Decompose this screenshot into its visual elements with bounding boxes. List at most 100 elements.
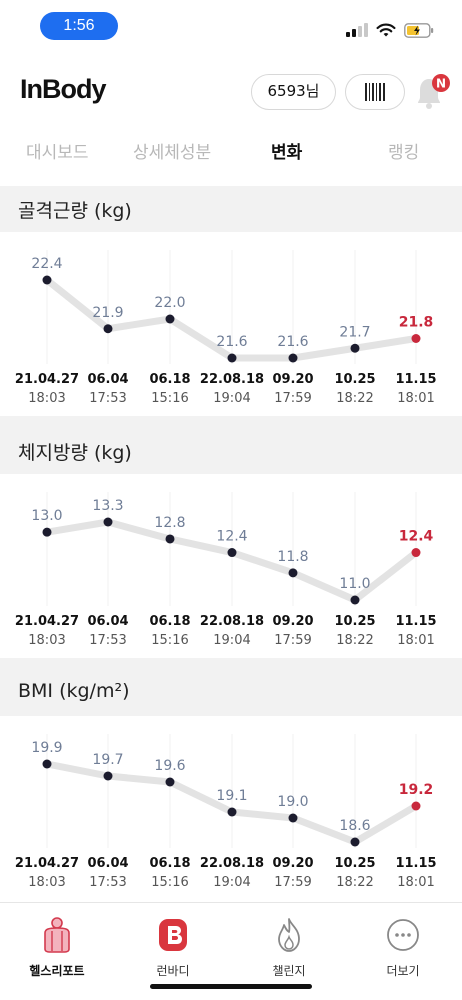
x-tick-date: 09.20 xyxy=(272,856,313,871)
series-line-segment xyxy=(351,549,420,604)
nav-runbody[interactable]: 런바디 xyxy=(128,915,218,979)
data-point[interactable] xyxy=(411,801,421,811)
section-divider xyxy=(0,416,462,430)
x-tick-date: 11.15 xyxy=(395,856,436,871)
series-line-segment xyxy=(104,772,174,786)
x-tick-time: 19:04 xyxy=(213,633,250,648)
series-line-segment xyxy=(289,569,359,604)
x-tick-time: 15:16 xyxy=(151,391,188,406)
tab-change[interactable]: 변화 xyxy=(271,143,303,163)
data-label: 13.3 xyxy=(92,498,123,514)
user-id-button[interactable]: 6593님 xyxy=(251,74,336,110)
data-label: 22.0 xyxy=(154,295,185,311)
series-line-segment xyxy=(166,535,236,557)
series-line-segment xyxy=(166,778,236,816)
data-label: 11.0 xyxy=(339,576,370,592)
x-tick-date: 06.04 xyxy=(87,856,128,871)
data-point[interactable] xyxy=(411,548,421,558)
series-line-segment xyxy=(228,549,297,577)
x-tick-time: 17:53 xyxy=(89,633,126,648)
series-line-segment xyxy=(43,276,112,333)
x-tick-time: 17:59 xyxy=(274,875,311,890)
x-tick-date: 09.20 xyxy=(272,372,313,387)
section-title: 체지방량 (kg) xyxy=(18,442,132,464)
series-line-segment xyxy=(289,344,359,362)
x-tick-time: 18:03 xyxy=(28,875,65,890)
bell-icon: N xyxy=(418,74,450,109)
data-point[interactable] xyxy=(288,353,298,363)
tab-body-composition-detail[interactable]: 상세체성분 xyxy=(133,143,212,163)
barcode-icon xyxy=(365,83,385,101)
data-point[interactable] xyxy=(42,759,52,769)
data-label: 19.6 xyxy=(154,758,185,774)
nav-label: 런바디 xyxy=(156,964,190,978)
data-point[interactable] xyxy=(165,777,175,787)
data-point[interactable] xyxy=(227,807,237,817)
series-line-segment xyxy=(43,760,112,780)
status-bar: 1:56 xyxy=(0,0,462,52)
nav-more[interactable]: 더보기 xyxy=(358,915,448,979)
health-report-icon xyxy=(44,917,70,953)
series-line-segment xyxy=(351,335,420,352)
barcode-button[interactable] xyxy=(345,74,405,110)
data-point[interactable] xyxy=(288,568,298,578)
x-tick-time: 18:01 xyxy=(397,633,434,648)
data-point[interactable] xyxy=(103,771,113,781)
data-point[interactable] xyxy=(42,275,52,285)
data-label: 22.4 xyxy=(31,256,62,272)
data-point[interactable] xyxy=(227,353,237,363)
wifi-icon xyxy=(376,23,396,36)
data-label: 12.4 xyxy=(216,529,247,545)
section-title: BMI (kg/m²) xyxy=(18,680,130,702)
data-point[interactable] xyxy=(288,813,298,823)
data-point[interactable] xyxy=(227,548,237,558)
section-title: 골격근량 (kg) xyxy=(18,200,132,222)
data-point[interactable] xyxy=(165,314,175,324)
notification-button[interactable]: N xyxy=(410,70,454,114)
data-label: 21.7 xyxy=(339,324,370,340)
nav-label: 헬스리포트 xyxy=(29,964,85,978)
nav-challenge[interactable]: 챌린지 xyxy=(244,915,334,979)
data-point[interactable] xyxy=(42,527,52,537)
x-tick-time: 15:16 xyxy=(151,875,188,890)
nav-health-report[interactable]: 헬스리포트 xyxy=(12,915,102,979)
data-point[interactable] xyxy=(103,324,113,334)
x-tick-date: 11.15 xyxy=(395,372,436,387)
x-tick-date: 10.25 xyxy=(334,614,375,629)
bottom-nav: 헬스리포트 런바디 챌린지 더보기 xyxy=(0,902,462,1000)
x-tick-time: 15:16 xyxy=(151,633,188,648)
home-indicator xyxy=(150,984,312,989)
tab-dashboard[interactable]: 대시보드 xyxy=(26,143,89,163)
data-point[interactable] xyxy=(350,837,360,847)
x-tick-date: 06.18 xyxy=(149,614,190,629)
x-tick-time: 18:03 xyxy=(28,391,65,406)
x-tick-date: 21.04.27 xyxy=(15,614,79,629)
series-line-segment xyxy=(166,315,236,362)
data-point[interactable] xyxy=(165,534,175,544)
runbody-icon xyxy=(159,919,187,951)
x-tick-time: 17:59 xyxy=(274,391,311,406)
tab-bar: 대시보드 상세체성분 변화 랭킹 xyxy=(0,138,462,174)
data-label: 12.8 xyxy=(154,515,185,531)
data-label: 19.2 xyxy=(399,782,434,798)
data-point[interactable] xyxy=(103,517,113,527)
notification-badge: N xyxy=(436,77,446,91)
x-tick-time: 17:53 xyxy=(89,875,126,890)
tab-ranking[interactable]: 랭킹 xyxy=(388,143,420,163)
x-tick-time: 19:04 xyxy=(213,875,250,890)
series-line-segment xyxy=(104,518,174,543)
x-tick-date: 10.25 xyxy=(334,372,375,387)
data-label: 19.7 xyxy=(92,752,123,768)
x-tick-date: 10.25 xyxy=(334,856,375,871)
data-label: 19.0 xyxy=(277,794,308,810)
x-tick-date: 06.04 xyxy=(87,614,128,629)
data-point[interactable] xyxy=(350,595,360,605)
section-header-skeletal-muscle: 골격근량 (kg) xyxy=(0,186,462,232)
flame-icon xyxy=(278,918,300,952)
data-label: 19.1 xyxy=(216,788,247,804)
data-point[interactable] xyxy=(350,343,360,353)
system-icons xyxy=(346,20,434,40)
data-point[interactable] xyxy=(411,334,421,343)
x-tick-time: 18:03 xyxy=(28,633,65,648)
